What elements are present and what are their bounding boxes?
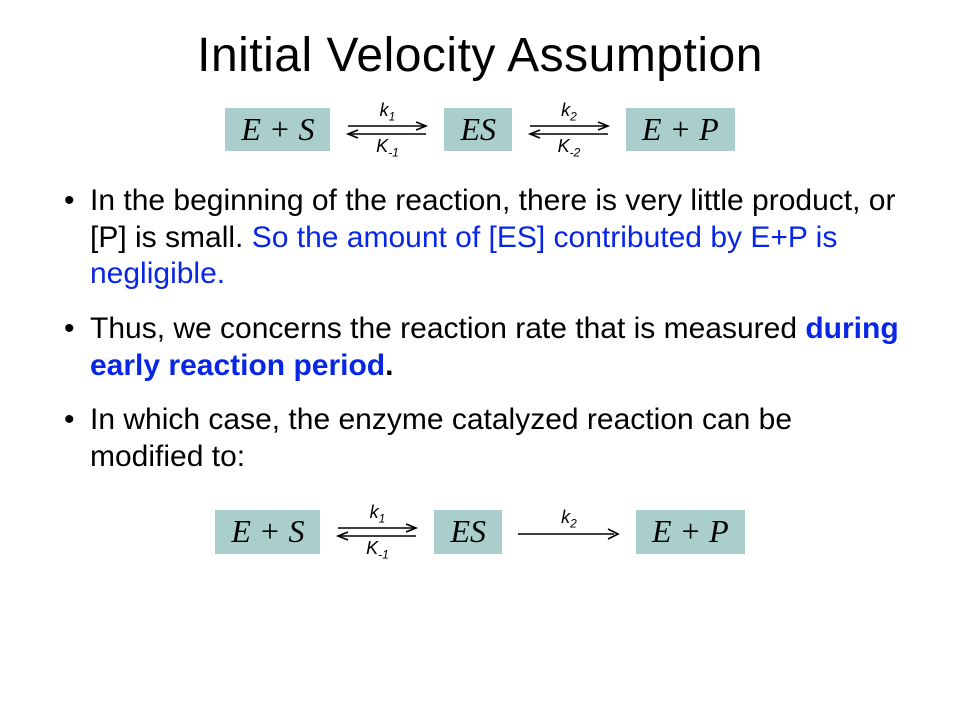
rate-label: k1 <box>380 101 396 123</box>
k: k <box>370 502 379 522</box>
rate-label: k2 <box>561 101 577 123</box>
rate-label: k2 <box>561 508 577 530</box>
bullet-2: Thus, we concerns the reaction rate that… <box>60 311 900 384</box>
eq2-arrow-2: k2 <box>516 508 622 556</box>
equation-1: E + S k1 K-1 ES k2 <box>60 101 900 158</box>
bullet-list: In the beginning of the reaction, there … <box>60 183 900 475</box>
bullet-1: In the beginning of the reaction, there … <box>60 183 900 293</box>
K: K <box>558 136 570 156</box>
bullet-2-text-c: . <box>385 349 393 382</box>
slide: Initial Velocity Assumption E + S k1 K-1… <box>0 0 960 720</box>
bullet-3: In which case, the enzyme catalyzed reac… <box>60 402 900 475</box>
rate-label-empty <box>566 538 571 556</box>
page-title: Initial Velocity Assumption <box>60 28 900 83</box>
eq2-right: E + P <box>636 510 745 553</box>
K: K <box>376 136 388 156</box>
sub: -1 <box>378 548 389 562</box>
rate-label: K-1 <box>366 539 389 561</box>
rate-label: K-2 <box>558 137 581 159</box>
rate-label: K-1 <box>376 137 399 159</box>
k: k <box>561 507 570 527</box>
rate-label: k1 <box>370 503 386 525</box>
eq2-left: E + S <box>215 510 320 553</box>
k: k <box>380 100 389 120</box>
k: k <box>561 100 570 120</box>
bullet-2-text-a: Thus, we concerns the reaction rate that… <box>90 312 805 345</box>
eq2-arrow-1: k1 K-1 <box>334 503 420 560</box>
eq2-center: ES <box>434 510 502 553</box>
eq1-left: E + S <box>225 108 330 151</box>
eq1-center: ES <box>444 108 512 151</box>
sub: -2 <box>570 145 581 159</box>
eq1-right: E + P <box>626 108 735 151</box>
eq1-arrow-1: k1 K-1 <box>344 101 430 158</box>
sub: -1 <box>388 145 399 159</box>
equation-2: E + S k1 K-1 ES k2 <box>60 503 900 560</box>
eq1-arrow-2: k2 K-2 <box>526 101 612 158</box>
K: K <box>366 538 378 558</box>
